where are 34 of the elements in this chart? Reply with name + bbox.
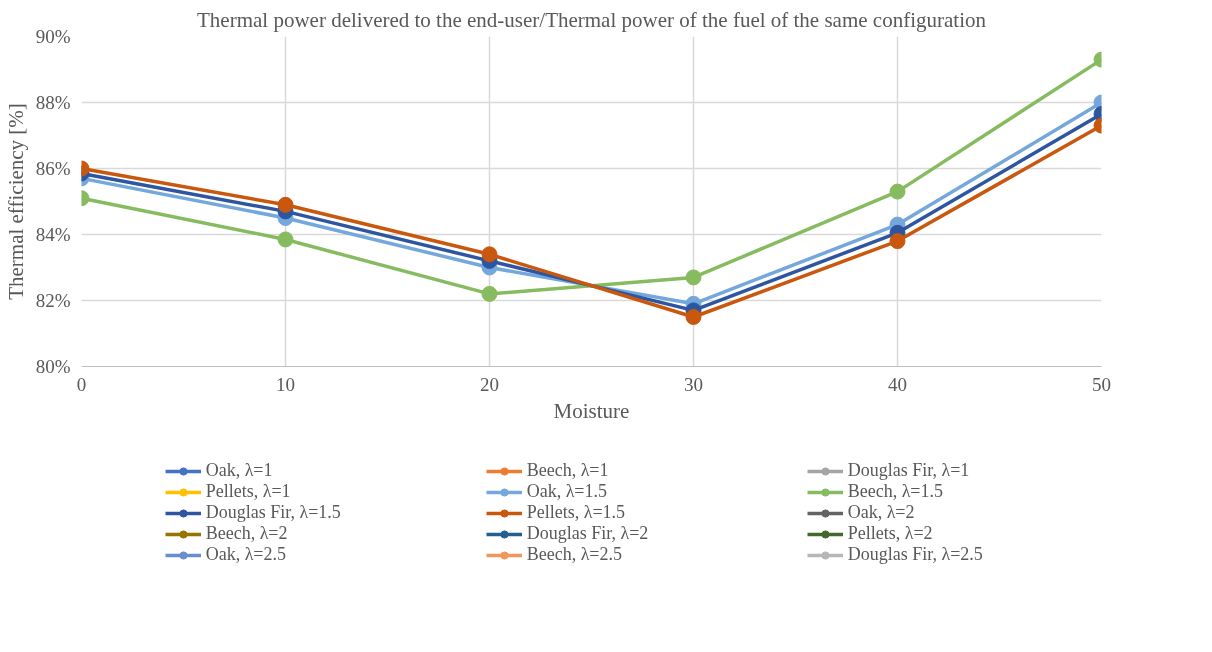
x-axis-title: Moisture xyxy=(553,398,630,423)
x-tick-label: 50 xyxy=(1092,373,1111,395)
legend-label: Beech, λ=2 xyxy=(205,523,289,544)
point xyxy=(685,269,702,286)
x-tick-label: 10 xyxy=(276,373,295,395)
legend-label: Oak, λ=1.5 xyxy=(526,481,609,502)
y-axis-title: Thermal efficiency [%] xyxy=(3,103,28,300)
y-tick-label: 88% xyxy=(35,92,71,113)
x-tick-label: 40 xyxy=(888,373,907,395)
legend-label: Oak, λ=2.5 xyxy=(205,544,288,565)
legend-label: Beech, λ=1 xyxy=(526,460,610,481)
legend-label: Oak, λ=2 xyxy=(847,502,916,523)
legend-label: Douglas Fir, λ=2 xyxy=(526,523,650,544)
legend-label: Beech, λ=1.5 xyxy=(847,481,944,502)
legend-label: Oak, λ=1 xyxy=(205,460,274,481)
legend-label: Douglas Fir, λ=2.5 xyxy=(847,544,984,565)
legend-label: Pellets, λ=1.5 xyxy=(526,502,627,523)
y-tick-label: 90% xyxy=(35,26,71,47)
chart-title: Thermal power delivered to the end-user/Thermal power of the fuel of the same configuration xyxy=(197,7,987,32)
x-tick-label: 20 xyxy=(480,373,499,395)
legend-label: Pellets, λ=1 xyxy=(205,481,292,502)
legend-label: Beech, λ=2.5 xyxy=(526,544,623,565)
x-tick-label: 30 xyxy=(684,373,703,395)
y-tick-label: 80% xyxy=(35,356,71,377)
point xyxy=(685,309,702,325)
legend-label: Pellets, λ=2 xyxy=(847,523,934,544)
point xyxy=(481,246,498,263)
legend-label: Douglas Fir, λ=1 xyxy=(847,460,971,481)
y-tick-label: 86% xyxy=(35,158,71,179)
x-tick-label: 0 xyxy=(76,373,87,395)
y-tick-label: 82% xyxy=(35,290,71,311)
legend-label: Douglas Fir, λ=1.5 xyxy=(205,502,342,523)
y-tick-label: 84% xyxy=(35,224,71,245)
point xyxy=(481,285,498,302)
